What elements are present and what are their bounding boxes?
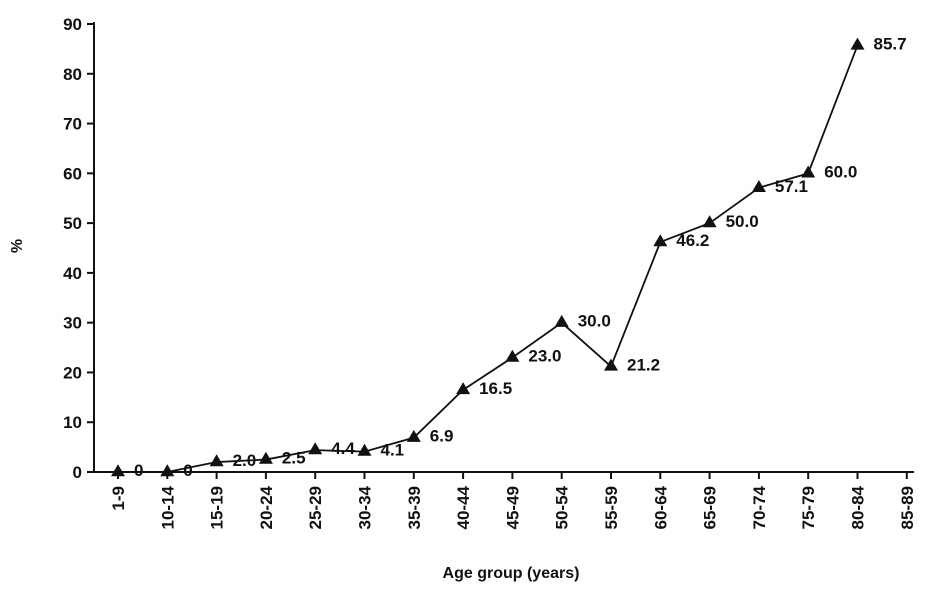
x-tick-label: 70-74 (750, 485, 769, 529)
y-tick-label: 80 (63, 65, 82, 84)
data-point-marker (357, 443, 372, 456)
series-line (118, 45, 859, 473)
data-point-marker (406, 429, 421, 442)
data-label: 23.0 (528, 347, 561, 366)
data-point-marker (505, 349, 520, 362)
data-point-marker (653, 234, 668, 247)
y-tick-label: 70 (63, 115, 82, 134)
data-label: 2.5 (282, 449, 306, 468)
data-label: 2.0 (233, 451, 257, 470)
y-tick-label: 0 (73, 463, 82, 482)
y-axis: 0 10 20 30 40 50 60 70 80 90 (63, 15, 95, 482)
x-tick-label: 15-19 (208, 486, 227, 529)
x-tick-label: 80-84 (849, 485, 868, 529)
y-tick-label: 40 (63, 264, 82, 283)
data-point-marker (850, 37, 865, 50)
data-label: 57.1 (775, 177, 808, 196)
data-point-marker (111, 464, 125, 477)
data-point-marker (702, 215, 717, 228)
x-tick-label: 30-34 (356, 485, 375, 529)
data-point-marker (258, 451, 273, 464)
data-point-marker (209, 454, 224, 467)
data-label: 4.4 (331, 439, 355, 458)
data-label: 6.9 (430, 427, 454, 446)
y-tick-label: 20 (63, 363, 82, 382)
x-tick-label: 50-54 (553, 485, 572, 529)
data-point-marker (554, 314, 569, 327)
y-tick-label: 30 (63, 314, 82, 333)
x-tick-label: 85-89 (898, 486, 917, 529)
data-label: 30.0 (578, 312, 611, 331)
data-label: 50.0 (726, 212, 759, 231)
data-point-marker (308, 442, 323, 455)
data-point-marker (751, 179, 766, 192)
data-point-marker (456, 382, 471, 395)
y-tick-label: 60 (63, 164, 82, 183)
data-label: 0 (134, 461, 143, 480)
y-tick-label: 10 (63, 413, 82, 432)
y-axis-title: % (9, 239, 26, 253)
y-tick-label: 90 (63, 15, 82, 34)
x-tick-label: 65-69 (701, 486, 720, 529)
x-tick-label: 40-44 (454, 485, 473, 529)
x-axis-title: Age group (years) (443, 565, 580, 582)
data-label: 4.1 (381, 441, 405, 460)
x-tick-label: 60-64 (651, 485, 670, 529)
x-tick-label: 45-49 (503, 486, 522, 529)
x-tick-label: 1-9 (109, 486, 128, 511)
x-tick-label: 20-24 (257, 485, 276, 529)
data-label: 16.5 (479, 379, 512, 398)
data-label: 60.0 (824, 162, 857, 181)
data-label: 85.7 (874, 34, 907, 53)
data-label: 46.2 (676, 231, 709, 250)
x-tick-label: 55-59 (602, 486, 621, 529)
x-tick-label: 75-79 (799, 486, 818, 529)
data-point-marker (604, 358, 618, 371)
x-tick-label: 10-14 (158, 485, 177, 529)
data-point-marker (801, 165, 816, 178)
data-point-marker (160, 464, 175, 477)
data-label: 21.2 (627, 355, 660, 374)
y-tick-label: 50 (63, 214, 82, 233)
x-axis: 1-9 10-14 15-19 20-24 25-29 30-34 35-39 40-44 45… (94, 471, 917, 529)
x-tick-label: 35-39 (405, 486, 424, 529)
x-tick-label: 25-29 (306, 486, 325, 529)
data-label: 0 (183, 461, 192, 480)
series-layer: 0 0 2.0 2.5 4.4 4.1 6.9 16.5 23.0 30.0 21.2 46.2 50.… (111, 34, 907, 480)
